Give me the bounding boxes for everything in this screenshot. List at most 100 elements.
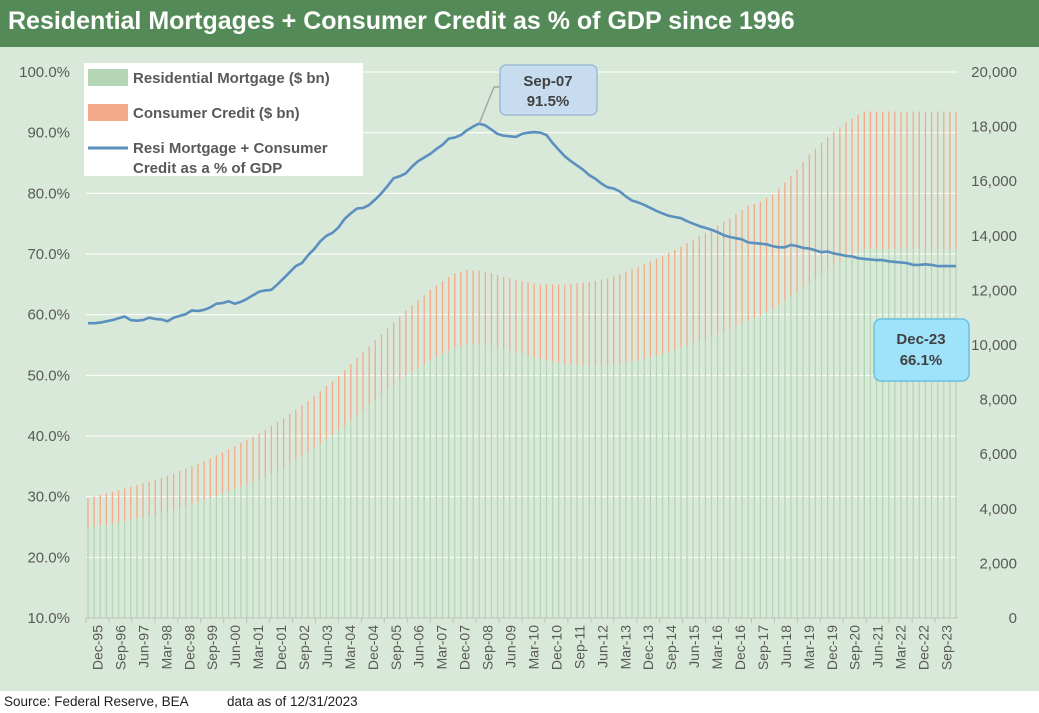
consumer-credit-bar bbox=[881, 111, 884, 249]
mortgage-bar bbox=[894, 248, 896, 619]
mortgage-bar bbox=[826, 269, 829, 618]
consumer-credit-bar bbox=[570, 283, 572, 365]
consumer-credit-bar bbox=[674, 249, 676, 350]
left-axis-tick-label: 30.0% bbox=[27, 489, 70, 506]
mortgage-bar bbox=[319, 443, 321, 618]
x-axis-tick-label: Sep-20 bbox=[847, 625, 863, 670]
legend-label-ratio-line-1: Resi Mortgage + Consumer bbox=[133, 140, 328, 157]
mortgage-bar bbox=[900, 248, 902, 619]
consumer-credit-bar bbox=[649, 261, 652, 358]
mortgage-bar bbox=[649, 357, 652, 618]
x-axis-tick-label: Mar-01 bbox=[250, 625, 266, 670]
x-axis-tick-label: Sep-05 bbox=[388, 625, 404, 670]
consumer-credit-bar bbox=[814, 148, 817, 279]
mortgage-bar bbox=[643, 358, 645, 618]
mortgage-bar bbox=[784, 300, 786, 618]
consumer-credit-bar bbox=[698, 236, 700, 342]
mortgage-bar bbox=[447, 350, 450, 618]
mortgage-bar bbox=[405, 376, 407, 618]
consumer-credit-bar bbox=[857, 114, 859, 252]
mortgage-bar bbox=[221, 493, 224, 618]
mortgage-bar bbox=[356, 415, 358, 618]
consumer-credit-bar bbox=[539, 284, 541, 360]
consumer-credit-bar bbox=[490, 272, 493, 346]
consumer-credit-bar bbox=[845, 122, 847, 259]
callout-box-sep07 bbox=[499, 64, 598, 116]
mortgage-bar bbox=[295, 459, 297, 618]
mortgage-bar bbox=[362, 410, 364, 618]
mortgage-bar bbox=[289, 463, 291, 618]
consumer-credit-bar bbox=[753, 203, 755, 318]
mortgage-bar bbox=[185, 506, 187, 618]
consumer-credit-bar bbox=[765, 198, 768, 312]
consumer-credit-bar bbox=[460, 271, 462, 347]
consumer-credit-bar bbox=[411, 305, 413, 373]
consumer-credit-bar bbox=[521, 281, 523, 354]
consumer-credit-bar bbox=[142, 483, 144, 518]
mortgage-bar bbox=[496, 347, 499, 618]
consumer-credit-bar bbox=[209, 458, 211, 499]
mortgage-bar bbox=[710, 336, 713, 618]
consumer-credit-bar bbox=[564, 284, 566, 364]
consumer-credit-bar bbox=[258, 433, 260, 480]
mortgage-bar bbox=[417, 367, 419, 618]
callout-label-dec23: Dec-23 bbox=[896, 331, 945, 348]
consumer-credit-bar bbox=[661, 255, 664, 354]
mortgage-bar bbox=[851, 254, 853, 618]
consumer-credit-bar bbox=[930, 111, 933, 249]
mortgage-bar bbox=[117, 522, 120, 618]
mortgage-bar bbox=[252, 481, 254, 618]
consumer-credit-bar bbox=[637, 266, 639, 361]
consumer-credit-bar bbox=[625, 271, 627, 363]
consumer-credit-bar bbox=[802, 162, 804, 288]
consumer-credit-bar bbox=[472, 270, 474, 345]
consumer-credit-bar bbox=[172, 473, 175, 510]
callout-value-dec23: 66.1% bbox=[900, 352, 943, 369]
mortgage-bar bbox=[765, 311, 768, 618]
mortgage-bar bbox=[99, 525, 101, 618]
mortgage-bar bbox=[692, 343, 694, 618]
consumer-credit-bar bbox=[197, 463, 199, 503]
consumer-credit-bar bbox=[545, 284, 548, 361]
mortgage-bar bbox=[399, 380, 401, 618]
mortgage-bar bbox=[594, 365, 597, 618]
mortgage-bar bbox=[674, 349, 676, 618]
consumer-credit-bar bbox=[588, 281, 590, 366]
consumer-credit-bar bbox=[723, 221, 725, 332]
mortgage-bar bbox=[680, 347, 682, 618]
mortgage-bar bbox=[423, 364, 425, 618]
mortgage-bar bbox=[808, 282, 810, 618]
consumer-credit-bar bbox=[124, 488, 126, 522]
left-axis-tick-label: 90.0% bbox=[27, 125, 70, 142]
mortgage-bar bbox=[558, 362, 560, 618]
consumer-credit-bar bbox=[894, 111, 896, 249]
consumer-credit-bar bbox=[900, 111, 902, 249]
chart-area: 100.0% 90.0% 80.0% 70.0% 60.0% 50.0% 40.0% 30.0… bbox=[0, 47, 1039, 691]
consumer-credit-bar bbox=[943, 111, 945, 249]
mortgage-bar bbox=[881, 248, 884, 619]
right-axis-tick-label: 16,000 bbox=[971, 173, 1017, 190]
mortgage-bar bbox=[215, 495, 218, 618]
mortgage-bar bbox=[661, 353, 664, 618]
mortgage-bar bbox=[686, 345, 688, 618]
legend-swatch-consumer-credit bbox=[88, 104, 128, 121]
x-axis-tick-label: Jun-06 bbox=[411, 625, 427, 668]
x-axis-tick-label: Dec-22 bbox=[916, 625, 932, 670]
legend-swatch-mortgage bbox=[88, 69, 128, 86]
consumer-credit-bar bbox=[423, 295, 425, 365]
source-note: Source: Federal Reserve, BEA bbox=[4, 694, 189, 709]
x-axis-tick-label: Dec-16 bbox=[732, 625, 748, 670]
consumer-credit-bar bbox=[515, 279, 517, 353]
mortgage-bar bbox=[631, 361, 633, 618]
mortgage-bar bbox=[435, 357, 438, 618]
mortgage-bar bbox=[270, 473, 273, 618]
mortgage-bar bbox=[637, 360, 639, 618]
mortgage-bar bbox=[307, 452, 309, 618]
mortgage-bar bbox=[741, 323, 743, 618]
mortgage-bar bbox=[545, 360, 548, 618]
consumer-credit-bar bbox=[276, 421, 279, 471]
mortgage-bar bbox=[912, 248, 914, 619]
left-axis-tick-label: 20.0% bbox=[27, 549, 70, 566]
consumer-credit-bar bbox=[851, 118, 853, 255]
